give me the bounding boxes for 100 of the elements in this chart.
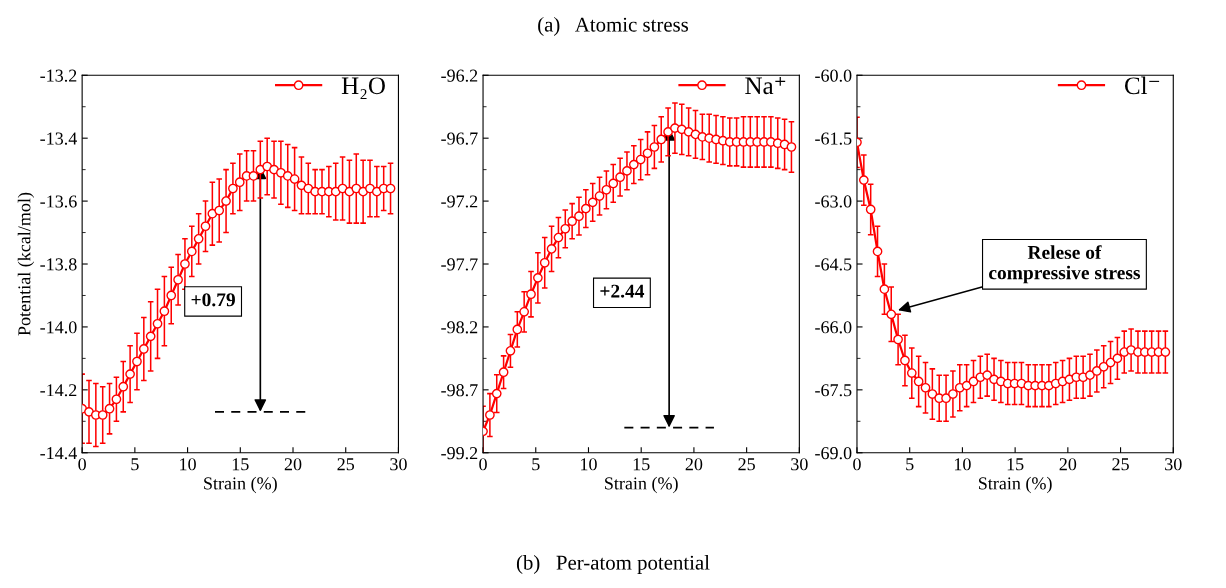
y-tick-label: -98.2 xyxy=(441,321,478,334)
point xyxy=(608,178,619,189)
x-tick-label: 25 xyxy=(337,458,355,471)
y-tick-label: -61.5 xyxy=(815,132,852,145)
point xyxy=(663,127,673,137)
y-tick-label: -99.2 xyxy=(441,447,478,460)
point xyxy=(982,370,993,381)
point xyxy=(872,246,883,257)
point xyxy=(1085,370,1095,381)
x-tick-label: 15 xyxy=(232,458,249,471)
point xyxy=(1091,366,1102,376)
point xyxy=(138,344,149,354)
point xyxy=(385,183,396,194)
point xyxy=(913,376,924,387)
y-tick-label: -13.4 xyxy=(40,132,77,145)
point xyxy=(193,233,204,244)
y-tick-label: -66.0 xyxy=(815,321,852,334)
point xyxy=(526,289,536,300)
point xyxy=(186,246,197,257)
point xyxy=(594,191,605,201)
point xyxy=(125,369,135,379)
x-axis-title: Strain (%) xyxy=(978,476,1052,494)
point xyxy=(948,389,958,399)
point xyxy=(920,382,931,393)
point xyxy=(1160,347,1171,357)
annotation: Relese of compressive stress xyxy=(989,245,1141,284)
point xyxy=(485,410,495,420)
y-tick-label: -60.0 xyxy=(815,69,852,82)
point xyxy=(234,177,245,188)
point xyxy=(491,388,502,399)
point xyxy=(97,410,108,420)
y-axis-title: Potential (kcal/mol) xyxy=(17,192,35,336)
y-tick-label: -13.8 xyxy=(40,258,77,271)
point xyxy=(865,204,876,215)
point xyxy=(927,389,938,399)
x-tick-label: 0 xyxy=(853,458,861,471)
point xyxy=(512,324,523,335)
point xyxy=(622,166,632,176)
point xyxy=(533,272,543,283)
x-tick-label: 5 xyxy=(131,458,139,471)
text: (b) Per-atom potential xyxy=(516,555,710,574)
point xyxy=(145,331,156,342)
point xyxy=(615,172,625,183)
y-tick-label: -67.5 xyxy=(815,384,852,397)
point xyxy=(893,334,903,345)
x-tick-label: 10 xyxy=(180,458,196,471)
point xyxy=(553,232,564,243)
point xyxy=(248,171,259,181)
point xyxy=(580,203,591,214)
y-tick-label: -64.5 xyxy=(815,258,852,271)
point xyxy=(683,127,694,137)
point xyxy=(567,216,577,227)
legend-label: Cl⁻ xyxy=(1124,76,1160,95)
point xyxy=(546,244,557,254)
point xyxy=(786,142,797,152)
y-tick-label: -14.2 xyxy=(40,384,77,397)
point xyxy=(111,394,122,405)
point xyxy=(886,309,897,320)
y-tick-label: -97.2 xyxy=(441,195,478,208)
point xyxy=(879,284,890,295)
point xyxy=(166,290,177,301)
point xyxy=(132,356,142,367)
y-tick-label: -96.2 xyxy=(441,69,478,82)
point xyxy=(539,257,550,268)
y-tick-label: -63.0 xyxy=(815,195,852,208)
point xyxy=(941,393,951,404)
point xyxy=(180,259,190,269)
x-tick-label: 15 xyxy=(633,458,650,471)
point xyxy=(587,197,598,208)
point xyxy=(498,367,509,378)
annotation: +2.44 xyxy=(600,284,645,298)
x-tick-label: 0 xyxy=(78,458,86,471)
x-tick-label: 30 xyxy=(1165,458,1182,471)
x-tick-label: 5 xyxy=(906,458,914,471)
x-tick-label: 20 xyxy=(685,458,703,471)
y-tick-label: -69.0 xyxy=(815,447,852,460)
point xyxy=(858,175,869,185)
point xyxy=(900,355,910,366)
x-tick-label: 30 xyxy=(791,458,808,471)
point xyxy=(152,318,163,329)
legend-label: Na⁺ xyxy=(745,77,786,95)
point xyxy=(1098,361,1109,372)
point xyxy=(173,274,183,285)
point xyxy=(649,142,660,152)
y-tick-label: -14.4 xyxy=(40,447,77,460)
x-axis-title: Strain (%) xyxy=(204,476,277,494)
x-tick-label: 25 xyxy=(738,458,755,471)
y-tick-label: -13.6 xyxy=(40,195,77,208)
point xyxy=(642,148,653,159)
point xyxy=(104,403,115,414)
point xyxy=(635,154,646,165)
legend-label: H₂O xyxy=(341,77,385,100)
x-axis-title: Strain (%) xyxy=(605,476,678,494)
annotation: +0.79 xyxy=(191,293,235,307)
x-tick-label: 25 xyxy=(1112,458,1129,471)
y-tick-label: -13.2 xyxy=(40,69,77,82)
point xyxy=(159,306,170,317)
point xyxy=(505,345,516,356)
x-tick-label: 20 xyxy=(284,458,302,471)
point xyxy=(214,205,225,216)
